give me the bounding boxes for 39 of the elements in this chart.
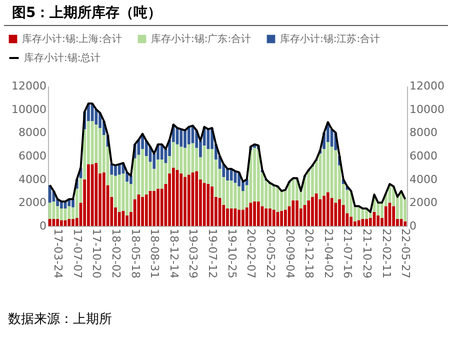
- y-tick-label: 12000: [12, 80, 46, 92]
- x-tick-label: 20-05-22: [264, 228, 277, 278]
- x-tick-label: 21-10-29: [360, 228, 374, 278]
- x-tick-label: 17-10-20: [90, 228, 104, 278]
- y-tick-label: 4000: [18, 172, 46, 186]
- y-tick-label: 2000: [18, 196, 46, 210]
- x-tick-label: 19-03-29: [186, 228, 200, 278]
- source-note: 数据来源：上期所: [7, 311, 113, 328]
- y2-tick-label: 2000: [410, 196, 438, 210]
- y2-tick-label: 12000: [410, 80, 444, 92]
- legend-label: 库存小计:锡:上海:合计: [22, 33, 122, 45]
- y2-tick-label: 10000: [410, 102, 444, 116]
- x-tick-label: 18-02-02: [109, 228, 122, 278]
- y2-tick-label: 8000: [410, 126, 438, 140]
- y2-tick-label: 6000: [410, 150, 438, 162]
- x-tick-label: 19-07-12: [206, 228, 220, 278]
- legend-label: 库存小计:锡:江苏:合计: [280, 33, 380, 45]
- legend-label: 库存小计:锡:总计: [24, 52, 101, 64]
- x-tick-label: 20-09-04: [283, 228, 296, 278]
- y2-tick-label: 4000: [410, 172, 438, 186]
- x-tick-label: 18-12-14: [167, 228, 180, 278]
- y2-tick-label: 0: [410, 220, 416, 232]
- x-tick-label: 22-05-27: [399, 228, 412, 278]
- x-tick-label: 18-05-18: [128, 228, 142, 278]
- x-tick-label: 20-02-07: [244, 228, 258, 278]
- x-tick-label: 21-07-16: [341, 228, 354, 278]
- legend-label: 库存小计:锡:广东:合计: [151, 33, 252, 45]
- y-tick-label: 0: [40, 220, 46, 232]
- x-tick-label: 20-12-18: [302, 228, 316, 278]
- x-tick-label: 22-02-11: [380, 228, 393, 278]
- y-tick-label: 8000: [18, 126, 46, 140]
- y-tick-label: 6000: [18, 150, 46, 162]
- y-tick-label: 10000: [12, 102, 46, 116]
- chart-title: 图5：上期所库存（吨）: [4, 0, 448, 26]
- x-tick-label: 21-04-02: [322, 228, 335, 278]
- x-tick-label: 17-03-24: [52, 228, 65, 278]
- x-tick-label: 17-07-07: [70, 228, 84, 278]
- x-tick-label: 19-10-25: [225, 228, 238, 278]
- x-tick-label: 18-08-31: [148, 228, 162, 278]
